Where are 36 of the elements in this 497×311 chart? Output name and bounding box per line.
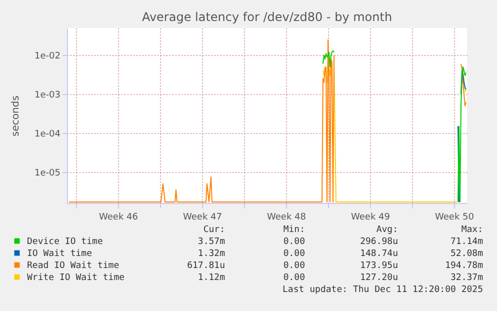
text: 617.81u (187, 261, 225, 271)
text: 0.00 (283, 261, 305, 271)
legend-label: Write IO Wait time (27, 273, 125, 283)
x-tick-label: Week 48 (267, 212, 306, 222)
chart-title: Average latency for /dev/zd80 - by month (142, 10, 392, 24)
text: 148.74u (360, 249, 398, 259)
text: Last update: Thu Dec 11 12:20:00 2025 (282, 285, 483, 295)
y-tick-label: 1e-04 (34, 130, 61, 140)
text: Max: (461, 225, 483, 235)
text: Avg: (376, 225, 398, 235)
y-axis-title: seconds (10, 96, 22, 136)
text: 0.00 (283, 237, 305, 247)
x-tick-label: Week 50 (435, 212, 474, 222)
text: 3.57m (198, 237, 225, 247)
text: 127.20u (360, 273, 398, 283)
x-tick-label: Week 49 (351, 212, 390, 222)
text: 0.00 (283, 273, 305, 283)
text: 52.08m (450, 249, 483, 259)
text: 296.98u (360, 237, 398, 247)
text: 194.78m (445, 261, 483, 271)
text: 0.00 (283, 249, 305, 259)
text: Min: (283, 225, 305, 235)
y-tick-label: 1e-03 (34, 90, 60, 101)
text: 1.12m (198, 273, 225, 283)
text: Cur: (203, 225, 225, 235)
text: 32.37m (450, 273, 483, 283)
text: 71.14m (450, 237, 483, 247)
x-tick-label: Week 47 (183, 212, 222, 222)
text: 1.32m (198, 249, 225, 259)
legend-label: IO Wait time (27, 249, 92, 259)
legend-label: Read IO Wait time (27, 261, 120, 271)
text: 173.95u (360, 261, 398, 271)
legend-label: Device IO time (27, 237, 103, 247)
y-tick-label: 1e-05 (34, 168, 60, 179)
x-tick-label: Week 46 (99, 212, 138, 222)
y-tick-label: 1e-02 (34, 52, 60, 62)
